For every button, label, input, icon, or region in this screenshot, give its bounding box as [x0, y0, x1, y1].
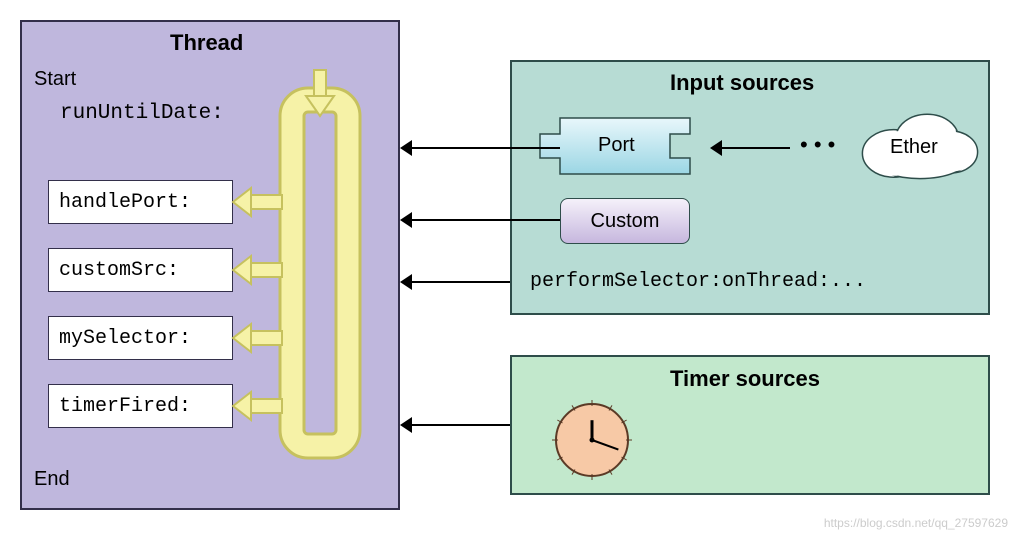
runloop-diagram: Thread Start runUntilDate: End handlePor… [20, 20, 996, 516]
watermark: https://blog.csdn.net/qq_27597629 [824, 516, 1008, 530]
connection-arrows [20, 20, 1016, 540]
